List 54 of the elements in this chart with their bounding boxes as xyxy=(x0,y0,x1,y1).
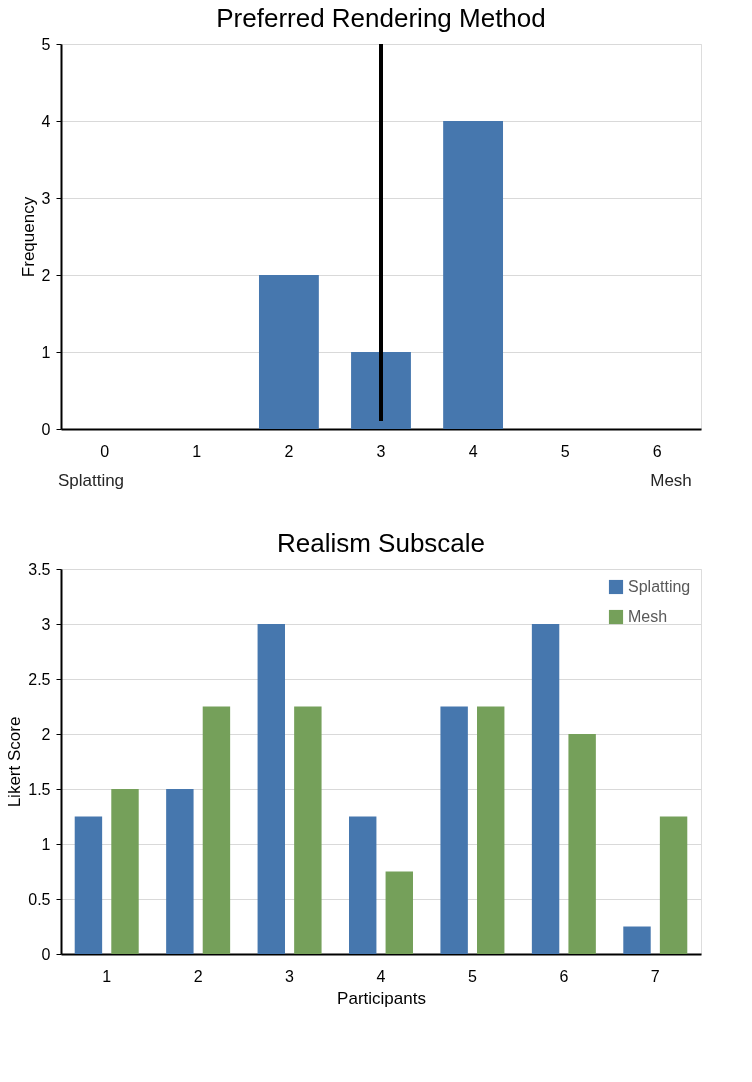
x-axis-title: Participants xyxy=(337,988,426,1008)
text: Mesh xyxy=(650,471,692,490)
bar xyxy=(202,706,231,954)
x-tick-label: 1 xyxy=(192,442,202,460)
y-tick-label: 1 xyxy=(41,835,51,853)
y-axis-title: Likert Score xyxy=(5,716,25,808)
y-tick-label: 2 xyxy=(41,266,51,284)
legend-label: Splatting xyxy=(628,578,691,595)
x-tick-label: 5 xyxy=(560,442,570,460)
bar xyxy=(111,789,139,954)
y-tick-label: 1.5 xyxy=(28,780,51,798)
bar xyxy=(74,816,103,954)
x-tick-label: 4 xyxy=(376,967,386,985)
x-tick-label: 3 xyxy=(376,442,386,460)
legend-label: Mesh xyxy=(628,608,668,625)
x-tick-label: 1 xyxy=(102,967,112,985)
y-tick-label: 3 xyxy=(41,615,51,633)
y-tick-label: 1 xyxy=(41,343,51,361)
y-tick-label: 4 xyxy=(41,112,51,130)
x-tick-label: 4 xyxy=(468,442,478,460)
y-tick-label: 5 xyxy=(41,35,51,53)
bar xyxy=(659,816,688,954)
x-tick-label: 2 xyxy=(193,967,203,985)
text: Splatting xyxy=(57,471,125,490)
chart-title: Preferred Rendering Method xyxy=(216,3,546,33)
y-tick-label: 0 xyxy=(41,945,51,963)
bar xyxy=(294,706,322,954)
bar xyxy=(257,624,285,954)
bar xyxy=(351,352,411,429)
bar xyxy=(440,706,468,954)
x-tick-label: 6 xyxy=(559,967,569,985)
y-tick-label: 3 xyxy=(41,189,51,207)
bar xyxy=(568,734,596,954)
y-axis-title: Frequency xyxy=(18,196,38,278)
bar xyxy=(166,789,194,954)
y-tick-label: 0.5 xyxy=(28,890,51,908)
chart-title: Realism Subscale xyxy=(276,528,486,558)
y-tick-label: 2.5 xyxy=(28,670,51,688)
bar xyxy=(349,816,377,954)
bar xyxy=(623,926,651,954)
x-tick-label: 3 xyxy=(285,967,295,985)
x-tick-label: 2 xyxy=(284,442,294,460)
bar xyxy=(477,706,505,954)
x-tick-label: 0 xyxy=(100,442,110,460)
bar xyxy=(258,275,319,429)
y-tick-label: 3.5 xyxy=(28,560,51,578)
x-tick-label: 6 xyxy=(652,442,662,460)
y-tick-label: 0 xyxy=(41,420,51,438)
bar xyxy=(385,871,413,954)
x-tick-label: 5 xyxy=(467,967,477,985)
bar xyxy=(531,624,560,954)
bar xyxy=(443,121,504,429)
x-tick-label: 7 xyxy=(650,967,660,985)
y-tick-label: 2 xyxy=(41,725,51,743)
